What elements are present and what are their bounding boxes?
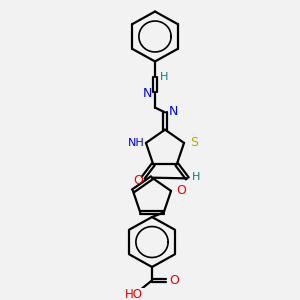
Text: H: H: [192, 172, 200, 182]
Text: S: S: [190, 136, 198, 149]
Text: O: O: [169, 274, 179, 287]
Text: N: N: [168, 105, 178, 118]
Text: H: H: [160, 72, 168, 82]
Text: O: O: [176, 184, 186, 197]
Text: O: O: [133, 174, 143, 187]
Text: N: N: [142, 87, 152, 100]
Text: NH: NH: [128, 138, 144, 148]
Text: HO: HO: [125, 288, 143, 300]
